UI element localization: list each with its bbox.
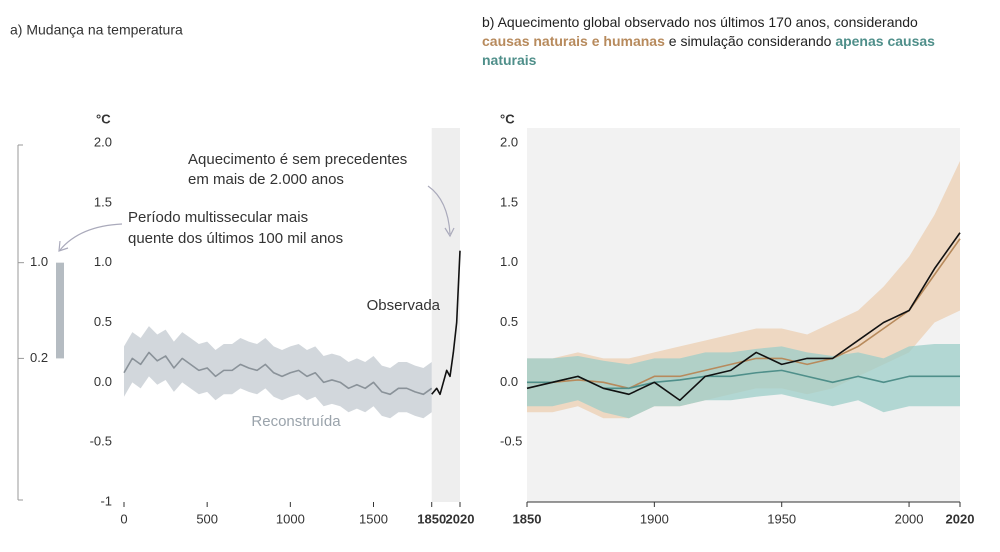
- series-label: Reconstruída: [251, 413, 341, 430]
- arrow-head: [58, 240, 69, 252]
- legend-entry: apenas causas naturais: [482, 33, 935, 68]
- arrow: [427, 185, 451, 235]
- y-tick-label: 0.0: [500, 374, 518, 389]
- title-part: b) Aquecimento global observado nos últi…: [482, 14, 918, 30]
- y-axis-label: °C: [96, 111, 111, 126]
- legend-entry: causas naturais e humanas: [482, 33, 665, 49]
- x-tick-label: 0: [120, 511, 127, 526]
- x-tick-label: 1000: [276, 511, 305, 526]
- annotation: quente dos últimos 100 mil anos: [128, 230, 343, 247]
- range-bar: [56, 262, 64, 359]
- y-tick-label: -0.5: [90, 434, 112, 449]
- annotation: em mais de 2.000 anos: [188, 171, 344, 188]
- series-label: Observada: [367, 297, 441, 314]
- x-tick-label: 1950: [767, 511, 796, 526]
- y-tick-label: 2.0: [94, 134, 112, 149]
- annotation: Aquecimento é sem precedentes: [188, 151, 407, 168]
- x-tick-label: 2020: [946, 511, 975, 526]
- arrow: [59, 223, 123, 251]
- arrow-head: [444, 227, 455, 238]
- y-tick-label: -1: [100, 493, 112, 508]
- y-tick-label: 1.5: [500, 194, 518, 209]
- annotation: Período multissecular mais: [128, 209, 308, 226]
- x-tick-label: 2000: [895, 511, 924, 526]
- plot-layer: °C-1-0.50.00.51.01.52.00 500 1000 1500 1850 2…: [17, 111, 975, 526]
- x-tick-label: 2020: [446, 511, 475, 526]
- y-tick-label: 0.5: [94, 314, 112, 329]
- x-tick-label: 1500: [359, 511, 388, 526]
- y-tick-label: 0.0: [94, 374, 112, 389]
- shaded-range: [431, 128, 460, 502]
- band: [124, 326, 432, 419]
- y-axis-label: °C: [500, 111, 515, 126]
- chart-title: b) Aquecimento global observado nos últi…: [482, 13, 952, 70]
- y-tick-label: 2.0: [500, 134, 518, 149]
- line: [123, 351, 433, 396]
- x-tick-label: 1850: [417, 511, 446, 526]
- y-tick-label: -0.5: [500, 434, 522, 449]
- y-tick-label: 1.0: [500, 254, 518, 269]
- y-tick-label: 1.5: [94, 194, 112, 209]
- y-tick-label: 1.0: [94, 254, 112, 269]
- x-tick-label: 1850: [513, 511, 542, 526]
- chart-title: a) Mudança na temperatura: [10, 22, 183, 38]
- band: [527, 344, 960, 419]
- y-tick-label: 0.5: [500, 314, 518, 329]
- bar-label: 1.0: [30, 254, 48, 269]
- x-tick-label: 1900: [640, 511, 669, 526]
- bar-label: 0.2: [30, 350, 48, 365]
- line: [526, 232, 961, 402]
- x-tick-label: 500: [196, 511, 218, 526]
- line: [431, 250, 461, 396]
- title-part: e simulação considerando: [668, 33, 832, 49]
